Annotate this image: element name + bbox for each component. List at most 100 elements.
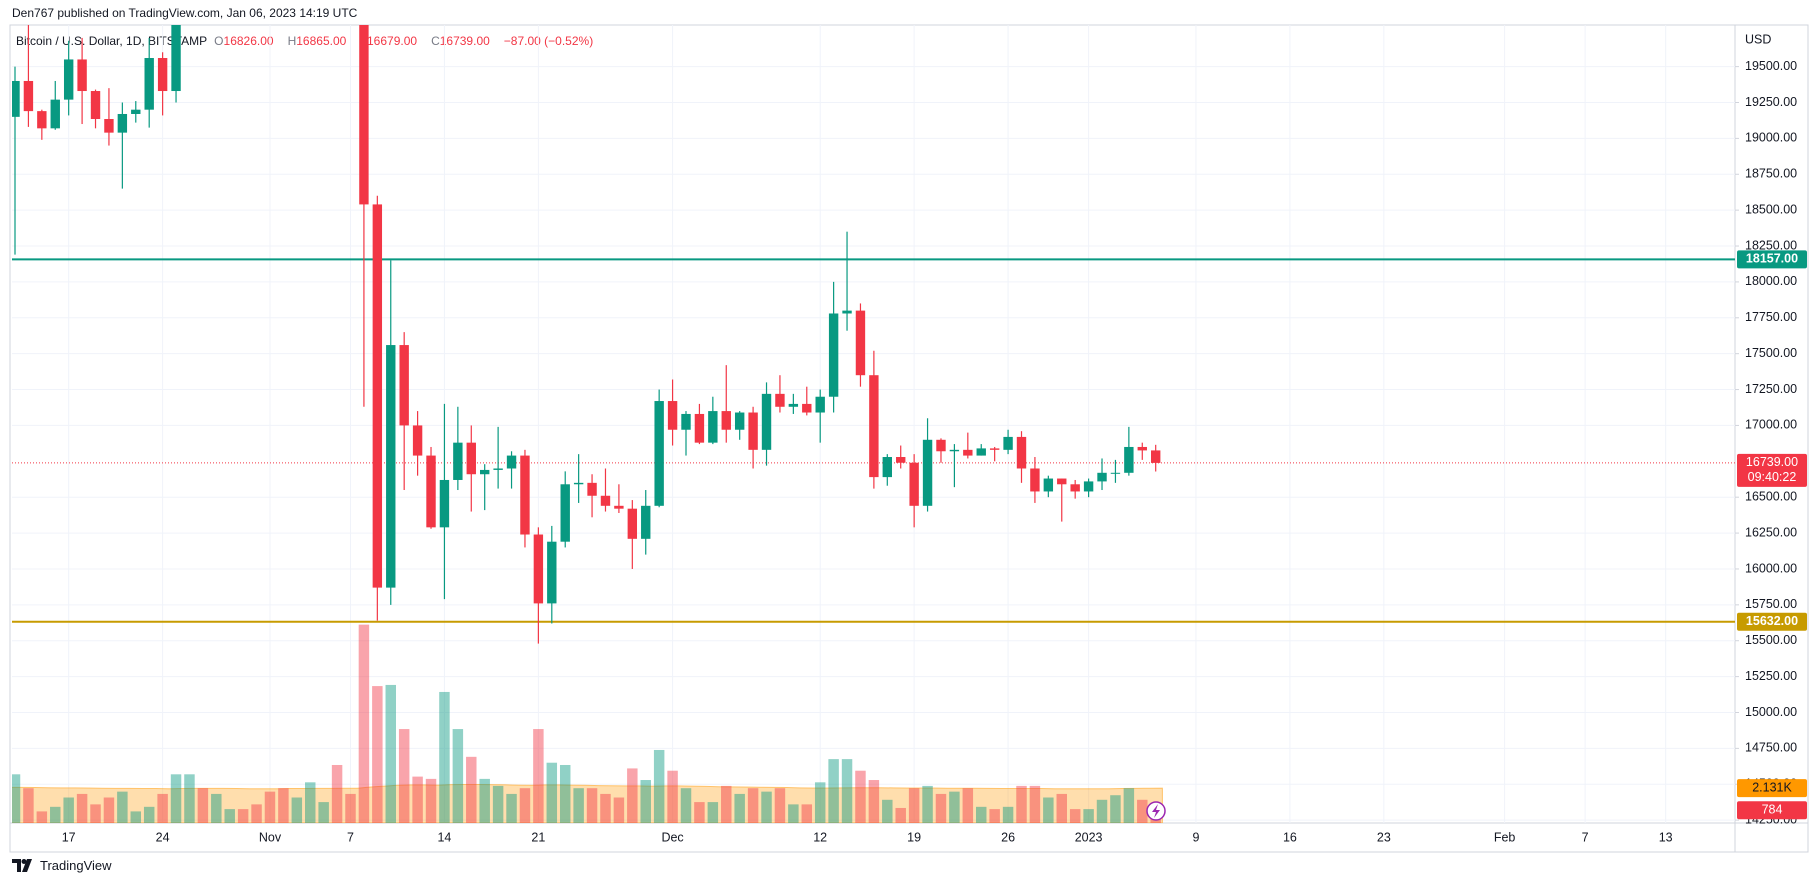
candle-body (627, 508, 638, 539)
volume-bar (1016, 785, 1027, 823)
volume-bar (667, 770, 678, 823)
volume-bar (935, 793, 947, 823)
y-tick-label: 15750.00 (1745, 597, 1797, 611)
x-tick-label: 24 (156, 830, 170, 844)
candles (12, 25, 1735, 644)
footer: TradingView (12, 858, 112, 873)
candle-body (1151, 450, 1161, 463)
candle-body (560, 484, 570, 542)
volume-bar (868, 780, 880, 823)
brand-logo (12, 858, 32, 872)
candle-body (734, 412, 745, 430)
chart-frame (9, 24, 1809, 853)
legend-value: 16739.00 (439, 34, 490, 48)
symbol-legend: Bitcoin / U.S. Dollar, 1D, BITSTAMP O1682… (16, 34, 600, 48)
candle-body (466, 442, 476, 475)
volume-bar (962, 788, 974, 823)
volume-bar (278, 788, 289, 823)
volume-bar (76, 793, 88, 823)
candle-body (90, 91, 101, 120)
volume-label: 784 (1762, 802, 1783, 816)
y-tick-label: 18500.00 (1745, 202, 1797, 216)
axes: USD 14250.0014500.0014750.0015000.001525… (62, 32, 1797, 844)
volume-bar (184, 774, 195, 823)
candle-body (748, 412, 758, 450)
volume-bar (814, 782, 826, 823)
candle-body (453, 442, 463, 480)
x-tick-label: 23 (1377, 830, 1391, 844)
volume-bar (895, 807, 906, 823)
volume-ma-area (12, 783, 1163, 823)
legend-item: O16826.00 (214, 34, 280, 48)
candle-body (802, 403, 812, 413)
volume-bar (1002, 806, 1014, 823)
brand-name: TradingView (40, 858, 112, 873)
candle-body (533, 534, 544, 604)
candle-body (949, 449, 960, 452)
volume-bar (50, 806, 61, 823)
x-tick-label: 2023 (1075, 830, 1103, 844)
replay-icon[interactable] (1146, 801, 1166, 821)
volume-bar (922, 785, 933, 823)
volume-bar (12, 774, 21, 823)
volume-bar (573, 788, 584, 823)
countdown-label: 09:40:22 (1748, 470, 1797, 484)
legend-value: 16865.00 (296, 34, 347, 48)
volume-bar (264, 791, 276, 823)
currency-label: USD (1745, 32, 1771, 46)
volume-bar (774, 788, 786, 823)
candle-body (667, 401, 678, 430)
candle-body (1070, 484, 1080, 492)
candle-body (520, 455, 530, 535)
x-tick-label: 26 (1001, 830, 1015, 844)
candle-body (721, 411, 731, 430)
candle-body (1003, 436, 1013, 450)
volume-bar (828, 759, 839, 823)
candle-body (506, 455, 517, 469)
candle-body (922, 439, 933, 506)
candle-body (963, 449, 973, 456)
volume-label-box (1737, 801, 1807, 820)
candle-body (144, 58, 154, 110)
candle-body (547, 541, 557, 604)
level-label-box (1737, 612, 1807, 631)
legend-value: 16679.00 (367, 34, 418, 48)
y-tick-label: 19500.00 (1745, 59, 1797, 73)
y-tick-label: 18250.00 (1745, 238, 1797, 252)
y-tick-label: 15500.00 (1745, 633, 1797, 647)
candle-body (1043, 478, 1054, 492)
candle-body (1057, 478, 1067, 485)
volume-bar (546, 762, 558, 823)
candle-body (372, 204, 383, 588)
legend-key: H (287, 34, 297, 48)
legend-key: C (431, 34, 440, 48)
candle-body (600, 495, 611, 506)
volume-bar (358, 624, 370, 823)
volume-bar (305, 782, 316, 823)
x-tick-label: 19 (907, 830, 921, 844)
candle-body (1137, 446, 1147, 451)
candle-body (1083, 481, 1094, 492)
volume-bar (412, 776, 423, 823)
volume-bar (492, 785, 504, 823)
volume-bar (613, 797, 625, 823)
volume-bar (291, 797, 303, 823)
candle-body (909, 462, 919, 506)
volume-bar (117, 791, 128, 823)
x-tick-label: 16 (1283, 830, 1297, 844)
x-tick-label: Feb (1494, 830, 1516, 844)
volume-bar (452, 729, 464, 823)
volume-bar (640, 780, 651, 823)
candle-body (641, 505, 651, 539)
level-label-box (1737, 250, 1807, 269)
volume-bar (976, 806, 987, 823)
volume-bar (157, 793, 168, 823)
volume-bar (1096, 799, 1108, 823)
candle-body (439, 479, 450, 528)
candle-body (882, 457, 892, 478)
y-tick-label: 17250.00 (1745, 382, 1797, 396)
volume-bar (734, 793, 745, 823)
volume-bar (627, 768, 638, 823)
candle-body (614, 505, 624, 509)
